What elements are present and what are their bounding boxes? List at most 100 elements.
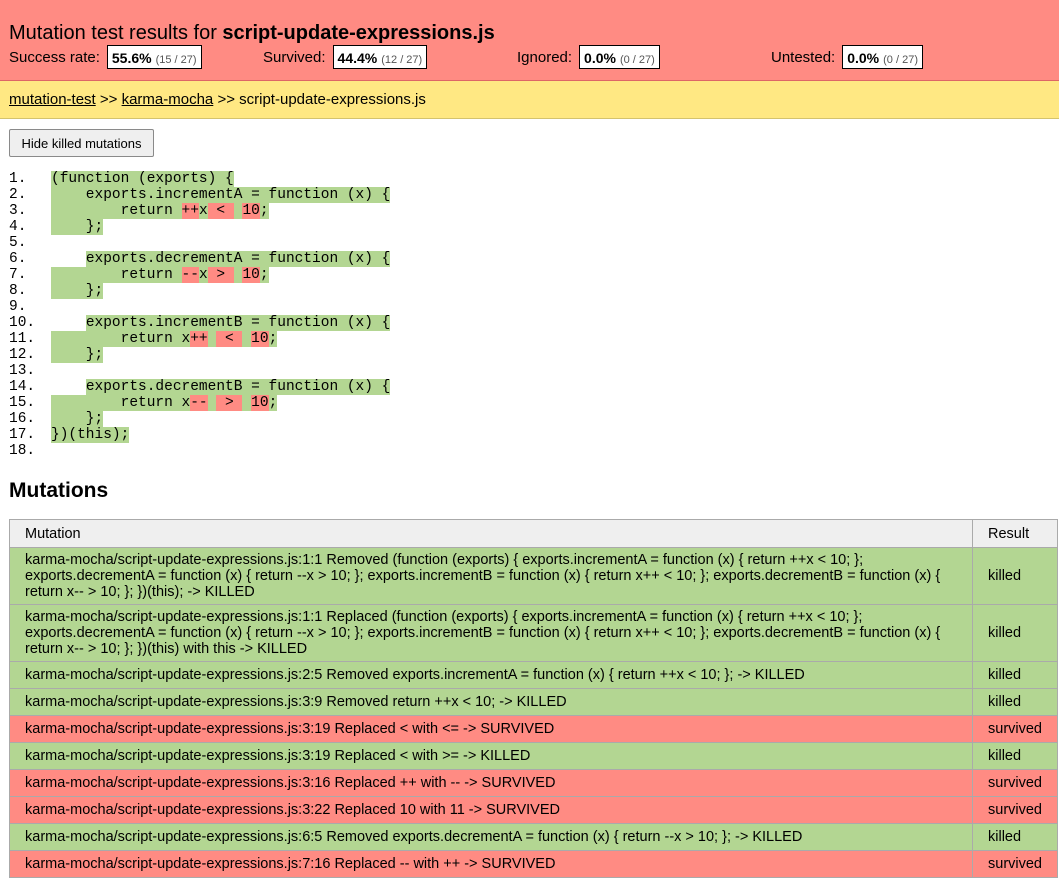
mutations-table: Mutation Result karma-mocha/script-updat… xyxy=(9,519,1058,878)
column-header-mutation: Mutation xyxy=(9,519,973,548)
mutation-highlight: 10 xyxy=(251,331,269,347)
code-segment: exports.incrementA = function (x) { xyxy=(51,187,391,203)
line-number: 5. xyxy=(9,235,27,251)
code-line: 6. exports.decrementA = function (x) { xyxy=(9,251,391,267)
stat-label: Survived: xyxy=(263,48,326,66)
code-source: exports.incrementB = function (x) { xyxy=(51,315,391,331)
source-code-view: 1. (function (exports) {2. exports.increm… xyxy=(9,171,391,459)
code-segment: x xyxy=(198,203,208,219)
code-segment: ; xyxy=(259,203,269,219)
line-number: 13. xyxy=(9,363,36,379)
code-line: 8. }; xyxy=(9,283,390,299)
line-number: 14. xyxy=(9,379,36,395)
breadcrumb-separator: >> xyxy=(95,91,122,108)
code-line: 9. xyxy=(9,299,390,315)
code-line: 18. xyxy=(9,443,390,459)
results-header: Mutation test results for script-update-… xyxy=(0,0,1059,81)
code-line: 12. }; xyxy=(9,347,390,363)
stat-percent: 44.4% xyxy=(337,50,378,66)
code-segment: ; xyxy=(268,331,278,347)
stat-ignored: Ignored: 0.0% (0 / 27) xyxy=(517,45,660,69)
code-line: 4. }; xyxy=(9,219,390,235)
hide-killed-mutations-button[interactable]: Hide killed mutations xyxy=(9,129,154,157)
mutation-result: killed xyxy=(972,823,1058,851)
code-line: 1. (function (exports) { xyxy=(9,171,390,187)
code-segment: }; xyxy=(51,219,104,235)
code-segment: (function (exports) { xyxy=(51,171,234,187)
breadcrumb-link-mutation-test[interactable]: mutation-test xyxy=(9,91,96,108)
code-segment xyxy=(207,331,217,347)
code-segment: return xyxy=(51,203,182,219)
line-number: 7. xyxy=(9,267,27,283)
line-number: 6. xyxy=(9,251,27,267)
stat-untested: Untested: 0.0% (0 / 27) xyxy=(771,45,923,69)
table-row: karma-mocha/script-update-expressions.js… xyxy=(9,547,1058,605)
line-number: 11. xyxy=(9,331,36,347)
mutation-description: karma-mocha/script-update-expressions.js… xyxy=(9,661,973,689)
table-row: karma-mocha/script-update-expressions.js… xyxy=(9,769,1058,797)
mutation-highlight: 10 xyxy=(251,395,269,411)
stat-percent: 0.0% xyxy=(847,50,880,66)
line-number: 9. xyxy=(9,299,27,315)
code-segment: ; xyxy=(268,395,278,411)
mutations-heading: Mutations xyxy=(9,479,109,502)
code-segment: exports.decrementB = function (x) { xyxy=(85,379,391,395)
stat-count: (0 / 27) xyxy=(619,54,655,66)
mutation-highlight: > xyxy=(216,395,243,411)
code-line: 14. exports.decrementB = function (x) { xyxy=(9,379,391,395)
code-line: 2. exports.incrementA = function (x) { xyxy=(9,187,391,203)
mutation-highlight: < xyxy=(216,331,243,347)
stat-percent: 55.6% xyxy=(111,50,152,66)
code-segment: ; xyxy=(259,267,269,283)
stat-count: (0 / 27) xyxy=(883,54,918,66)
table-row: karma-mocha/script-update-expressions.js… xyxy=(9,850,1058,878)
line-number: 10. xyxy=(9,315,36,331)
code-segment xyxy=(51,315,86,331)
mutation-highlight: ++ xyxy=(181,203,199,219)
mutation-result: killed xyxy=(972,688,1058,716)
table-row: karma-mocha/script-update-expressions.js… xyxy=(9,742,1058,770)
code-segment: x xyxy=(198,267,208,283)
mutation-highlight: -- xyxy=(190,395,208,411)
code-line: 7. return --x > 10; xyxy=(9,267,390,283)
breadcrumb-separator: >> xyxy=(213,91,240,108)
breadcrumb-link-karma-mocha[interactable]: karma-mocha xyxy=(121,91,214,108)
line-number: 15. xyxy=(9,395,36,411)
code-source: return ++x < 10; xyxy=(51,203,269,219)
code-line: 15. return x-- > 10; xyxy=(9,395,390,411)
stat-count: (15 / 27) xyxy=(155,54,197,66)
mutation-result: survived xyxy=(972,850,1058,878)
mutation-description: karma-mocha/script-update-expressions.js… xyxy=(9,715,973,743)
mutation-highlight: ++ xyxy=(190,331,208,347)
code-segment: }; xyxy=(51,283,104,299)
mutation-result: killed xyxy=(972,742,1058,770)
code-source: return x-- > 10; xyxy=(51,395,278,411)
table-row: karma-mocha/script-update-expressions.js… xyxy=(9,823,1058,851)
line-number: 17. xyxy=(9,427,36,443)
code-source: exports.decrementA = function (x) { xyxy=(51,251,391,267)
code-segment xyxy=(233,267,243,283)
code-segment: exports.decrementA = function (x) { xyxy=(85,251,391,267)
code-segment: return xyxy=(51,267,182,283)
mutation-result: survived xyxy=(972,715,1058,743)
line-number: 3. xyxy=(9,203,27,219)
code-segment xyxy=(242,331,252,347)
stat-label: Success rate: xyxy=(9,48,100,66)
stat-label: Untested: xyxy=(771,48,836,66)
mutation-result: survived xyxy=(972,796,1058,824)
line-number: 16. xyxy=(9,411,36,427)
code-segment: }; xyxy=(51,411,104,427)
table-header-row: Mutation Result xyxy=(9,519,1058,548)
code-line: 13. xyxy=(9,363,390,379)
mutation-description: karma-mocha/script-update-expressions.js… xyxy=(9,547,973,605)
code-source: return --x > 10; xyxy=(51,267,269,283)
mutation-result: killed xyxy=(972,661,1058,689)
title-filename: script-update-expressions.js xyxy=(222,22,495,44)
table-row: karma-mocha/script-update-expressions.js… xyxy=(9,796,1058,824)
code-line: 11. return x++ < 10; xyxy=(9,331,390,347)
code-segment: }; xyxy=(51,347,104,363)
line-number: 18. xyxy=(9,443,36,459)
stat-value-box: 0.0% (0 / 27) xyxy=(579,45,660,69)
mutation-result: killed xyxy=(972,604,1058,662)
line-number: 1. xyxy=(9,171,27,187)
